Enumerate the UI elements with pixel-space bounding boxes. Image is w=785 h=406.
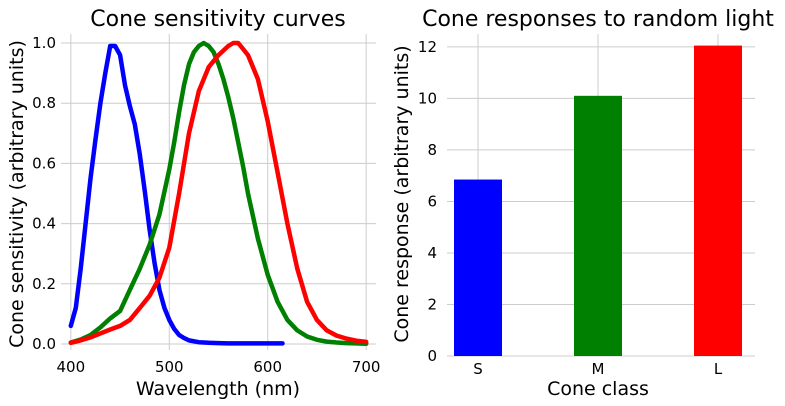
sensitivity-curve-0 [68, 43, 285, 346]
sensitivity-x-label: Wavelength (nm) [136, 378, 300, 400]
y-tick-label: 0.6 [32, 154, 56, 172]
bar-M [574, 95, 622, 356]
x-tick-label: 400 [57, 358, 86, 376]
response-bars [454, 45, 742, 356]
sensitivity-x-ticks: 400 500 600 700 [57, 358, 381, 376]
x-tick-label: 500 [155, 358, 184, 376]
y-tick-label: 0.2 [32, 275, 56, 293]
sensitivity-curve-2 [68, 40, 369, 346]
bar-S [454, 179, 502, 356]
y-tick-label: 4 [427, 244, 437, 262]
sensitivity-gridlines [61, 34, 376, 350]
bar-L [694, 45, 742, 356]
sensitivity-curves [68, 40, 369, 346]
y-tick-label: 1.0 [32, 34, 56, 52]
sensitivity-y-ticks: 0.0 0.2 0.4 0.6 0.8 1.0 [32, 34, 56, 353]
y-tick-label: 0 [427, 347, 437, 365]
response-y-label: Cone response (arbitrary units) [391, 45, 413, 342]
y-tick-label: 0.4 [32, 215, 56, 233]
y-tick-label: 6 [427, 192, 437, 210]
response-y-ticks: 0 2 4 6 8 10 12 [418, 38, 437, 365]
response-chart-title: Cone responses to random light [422, 7, 774, 32]
x-tick-label: M [592, 360, 605, 378]
sensitivity-chart-title: Cone sensitivity curves [90, 7, 345, 32]
y-tick-label: 8 [427, 141, 437, 159]
x-tick-label: S [473, 360, 483, 378]
x-tick-label: 700 [352, 358, 381, 376]
y-tick-label: 0.0 [32, 335, 56, 353]
y-tick-label: 12 [418, 38, 437, 56]
response-chart: Cone responses to random light S M L 0 2 4 6 8… [391, 7, 774, 400]
x-tick-label: 600 [253, 358, 282, 376]
x-tick-label: L [714, 360, 723, 378]
y-tick-label: 0.8 [32, 94, 56, 112]
y-tick-label: 10 [418, 89, 437, 107]
response-x-label: Cone class [547, 378, 649, 400]
sensitivity-curve-1 [68, 40, 369, 346]
sensitivity-y-label: Cone sensitivity (arbitrary units) [6, 40, 28, 348]
sensitivity-chart: Cone sensitivity curves 400 500 600 700 0.0… [6, 7, 380, 400]
y-tick-label: 2 [427, 295, 437, 313]
